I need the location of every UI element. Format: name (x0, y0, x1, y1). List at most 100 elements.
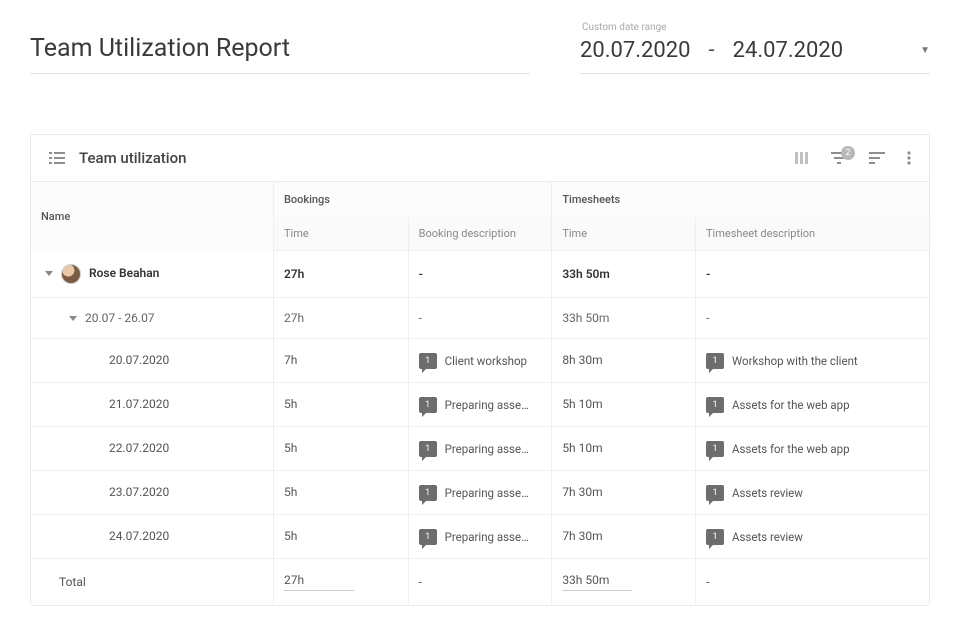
total-booking-time: 27h (284, 573, 354, 591)
table-row-day: 22.07.20205h1Preparing asse…5h 10m1Asset… (31, 426, 929, 470)
comment-icon: 1 (706, 485, 724, 501)
cell-booking-desc: - (408, 297, 552, 338)
filter-count-badge: 2 (841, 146, 855, 160)
chip-text: Workshop with the client (732, 354, 858, 368)
sort-icon[interactable] (869, 152, 885, 164)
cell-timesheet-time: 5h 10m (552, 426, 696, 470)
chip-text: Assets for the web app (732, 398, 850, 412)
utilization-table: Name Bookings Timesheets Time Booking de… (31, 182, 929, 605)
cell-timesheet-desc: 1 Assets for the web app (695, 382, 929, 426)
cell-booking-desc: - (408, 251, 552, 298)
chip-text: Preparing asse… (445, 530, 529, 544)
person-name: Rose Beahan (89, 266, 159, 280)
chip-text: Preparing asse… (445, 442, 529, 456)
col-booking-time[interactable]: Time (273, 217, 408, 251)
more-vertical-icon[interactable] (907, 151, 911, 165)
cell-booking-time: 5h (273, 470, 408, 514)
expand-toggle-icon[interactable] (45, 271, 53, 276)
table-row-week: 20.07 - 26.0727h-33h 50m- (31, 297, 929, 338)
cell-name: 24.07.2020 (31, 514, 273, 558)
table-row-day: 23.07.2020 5h 1 Preparing asse… 7h 30m 1 Asset… (31, 470, 929, 514)
day-date: 20.07.2020 (109, 353, 169, 367)
cell-booking-time: 5h (273, 382, 408, 426)
panel-header: Team utilization 2 (31, 135, 929, 182)
chip-text: Assets for the web app (732, 442, 850, 456)
cell-timesheet-time: 33h 50m (552, 251, 696, 298)
description-chip[interactable]: 1 Assets for the web app (706, 397, 850, 413)
panel-title: Team utilization (79, 149, 186, 167)
cell-timesheet-desc: 1Workshop with the client (695, 338, 929, 382)
description-chip[interactable]: 1 Preparing asse… (419, 485, 529, 501)
filter-icon[interactable]: 2 (831, 152, 847, 164)
top-bar: Team Utilization Report Custom date rang… (0, 0, 960, 74)
list-view-icon[interactable] (49, 152, 65, 164)
chip-text: Assets review (732, 486, 803, 500)
comment-icon: 1 (419, 529, 437, 545)
utilization-panel: Team utilization 2 Name Bookings (30, 134, 930, 606)
col-timesheet-time[interactable]: Time (552, 217, 696, 251)
comment-icon: 1 (706, 397, 724, 413)
description-chip[interactable]: 1 Preparing asse… (419, 397, 529, 413)
cell-booking-desc: 1Client workshop (408, 338, 552, 382)
cell-name[interactable]: Rose Beahan (31, 251, 273, 298)
col-timesheets[interactable]: Timesheets (552, 182, 929, 217)
expand-toggle-icon[interactable] (69, 316, 77, 321)
table-header-row: Name Bookings Timesheets (31, 182, 929, 217)
comment-icon: 1 (419, 397, 437, 413)
columns-icon[interactable] (795, 152, 809, 164)
total-label: Total (45, 575, 86, 589)
avatar (61, 264, 81, 284)
table-row-person: Rose Beahan27h-33h 50m- (31, 251, 929, 298)
description-chip[interactable]: 1 Preparing asse… (419, 441, 529, 457)
date-range-values: 20.07.2020 - 24.07.2020 ▼ (580, 38, 930, 74)
cell-timesheet-time: 33h 50m (552, 297, 696, 338)
day-date: 23.07.2020 (109, 485, 169, 499)
report-title-input[interactable]: Team Utilization Report (30, 34, 530, 74)
week-label: 20.07 - 26.07 (85, 311, 155, 325)
date-start[interactable]: 20.07.2020 (580, 38, 691, 63)
description-chip[interactable]: 1Workshop with the client (706, 353, 858, 369)
chip-text: Preparing asse… (445, 398, 529, 412)
comment-icon: 1 (419, 485, 437, 501)
date-range-label: Custom date range (582, 22, 930, 33)
table-row-day: 24.07.20205h 1 Preparing asse… 7h 30m 1 Asset… (31, 514, 929, 558)
description-chip[interactable]: 1 Assets review (706, 485, 803, 501)
chevron-down-icon[interactable]: ▼ (920, 45, 930, 56)
cell-booking-time: 5h (273, 514, 408, 558)
cell-timesheet-desc: 1 Assets review (695, 514, 929, 558)
description-chip[interactable]: 1Client workshop (419, 353, 527, 369)
col-name[interactable]: Name (31, 182, 273, 251)
cell-name: 20.07.2020 (31, 338, 273, 382)
cell-timesheet-desc: 1 Assets review (695, 470, 929, 514)
cell-booking-desc: 1 Preparing asse… (408, 426, 552, 470)
date-end[interactable]: 24.07.2020 (733, 38, 844, 63)
table-row-total: Total27h-33h 50m- (31, 558, 929, 605)
cell-timesheet-time: 7h 30m (552, 514, 696, 558)
comment-icon: 1 (706, 529, 724, 545)
cell-booking-desc: 1 Preparing asse… (408, 382, 552, 426)
cell-booking-time: 27h (273, 297, 408, 338)
description-chip[interactable]: 1Assets for the web app (706, 441, 850, 457)
cell-booking-time: 5h (273, 426, 408, 470)
comment-icon: 1 (419, 353, 437, 369)
col-bookings[interactable]: Bookings (273, 182, 551, 217)
chip-text: Assets review (732, 530, 803, 544)
cell-name[interactable]: 20.07 - 26.07 (31, 297, 273, 338)
cell-timesheet-desc: - (695, 558, 929, 605)
cell-timesheet-desc: 1Assets for the web app (695, 426, 929, 470)
date-range-picker[interactable]: Custom date range 20.07.2020 - 24.07.202… (580, 22, 930, 74)
description-chip[interactable]: 1 Assets review (706, 529, 803, 545)
total-timesheet-time: 33h 50m (562, 573, 632, 591)
cell-timesheet-time: 5h 10m (552, 382, 696, 426)
cell-timesheet-desc: - (695, 251, 929, 298)
cell-timesheet-time: 7h 30m (552, 470, 696, 514)
description-chip[interactable]: 1 Preparing asse… (419, 529, 529, 545)
cell-booking-desc: 1 Preparing asse… (408, 514, 552, 558)
cell-name: 21.07.2020 (31, 382, 273, 426)
table-row-day: 20.07.20207h1Client workshop8h 30m1Works… (31, 338, 929, 382)
col-booking-desc[interactable]: Booking description (408, 217, 552, 251)
col-timesheet-desc[interactable]: Timesheet description (695, 217, 929, 251)
chip-text: Preparing asse… (445, 486, 529, 500)
comment-icon: 1 (419, 441, 437, 457)
cell-booking-time: 27h (273, 251, 408, 298)
